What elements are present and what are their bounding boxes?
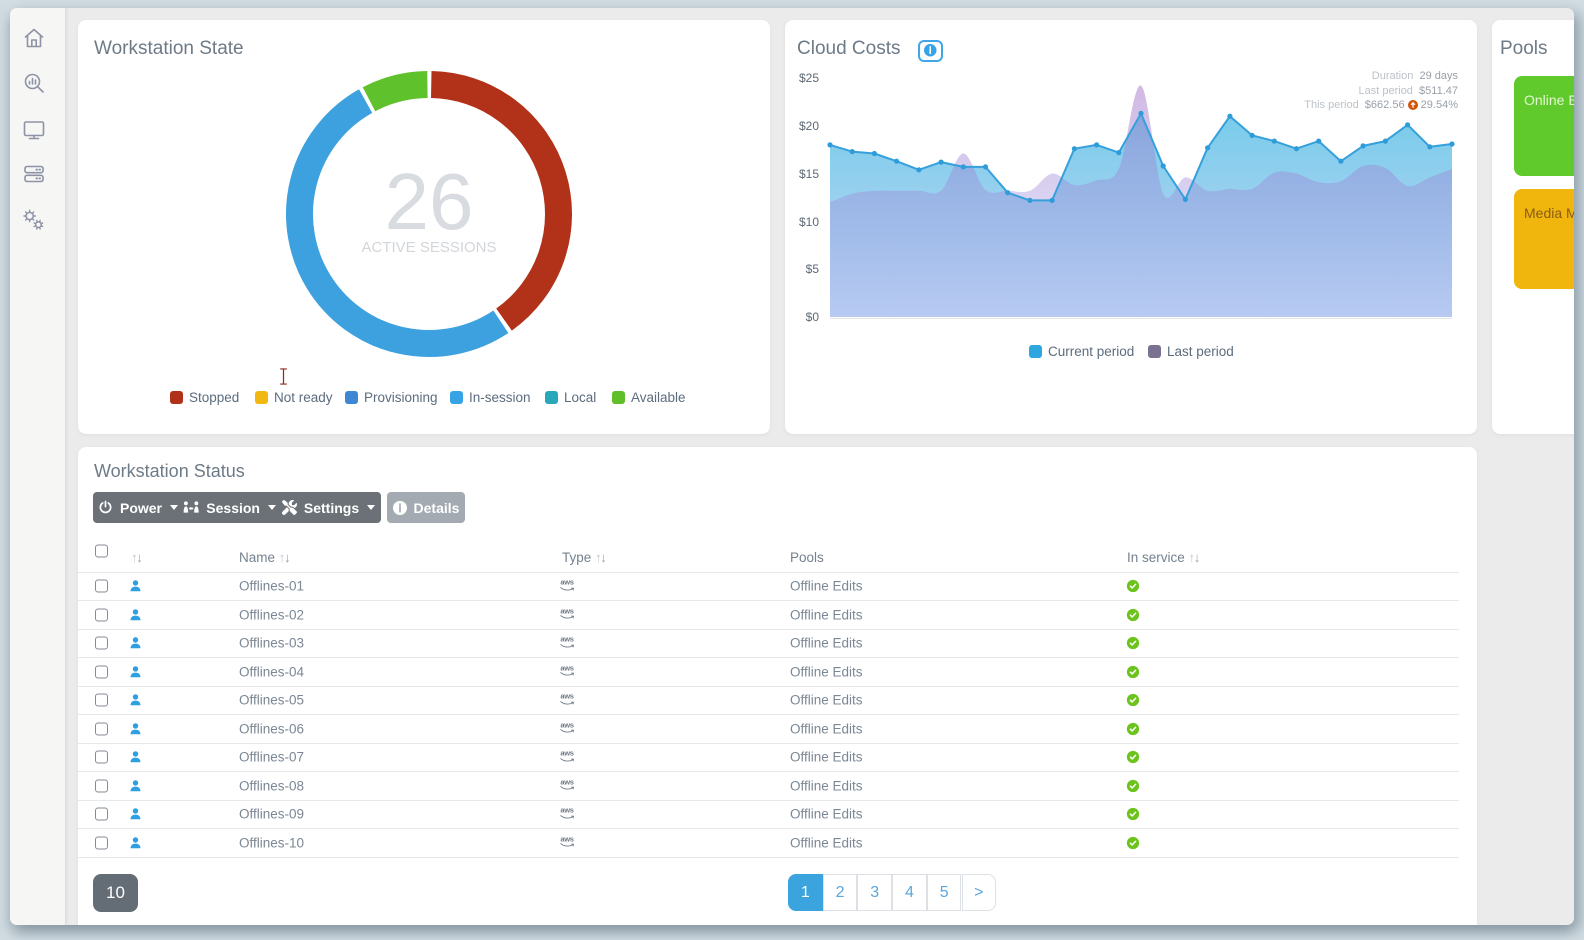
svg-text:ACTIVE SESSIONS: ACTIVE SESSIONS [361, 239, 496, 256]
svg-text:26: 26 [385, 157, 474, 246]
